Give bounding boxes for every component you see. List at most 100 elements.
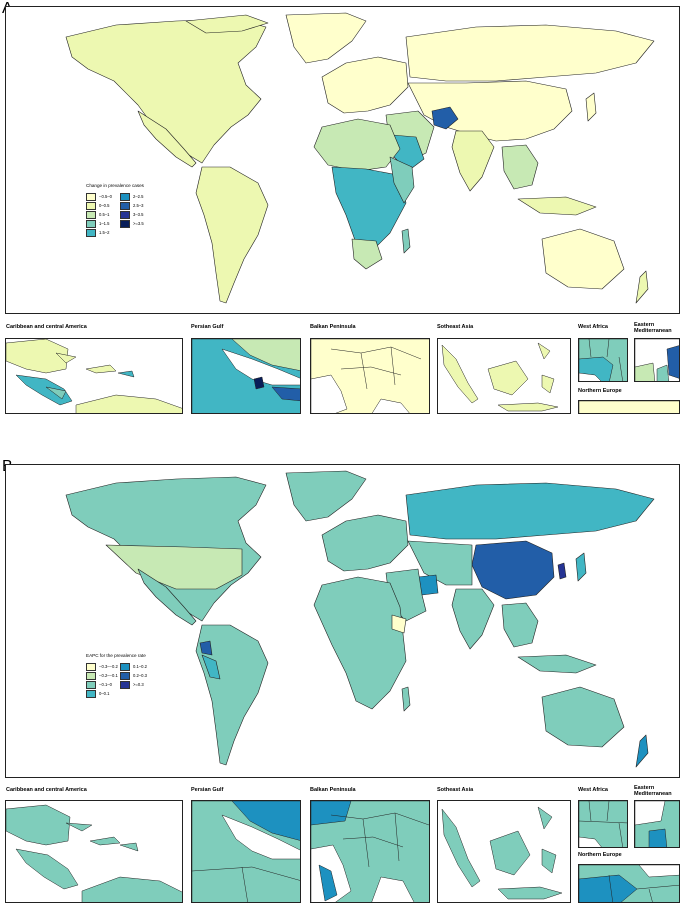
legend-item: 2–2.5 <box>120 192 144 201</box>
legend-label: 3–3.5 <box>133 212 144 217</box>
legend-label: −0.2–−0.1 <box>99 673 118 678</box>
legend-swatch <box>120 192 130 201</box>
inset-b-west-africa-title: West Africa <box>578 787 608 793</box>
south-america <box>195 166 269 304</box>
inset-a-southeast-asia <box>437 338 571 414</box>
inset-b-balkan <box>310 800 430 903</box>
legend-swatch <box>120 201 130 210</box>
inset-a-balkan-svg <box>311 339 429 413</box>
inset-a-caribbean-svg <box>6 339 182 413</box>
legend-item: 0.1–0.2 <box>120 662 147 671</box>
russia-b <box>405 482 655 540</box>
legend-swatch <box>86 210 96 219</box>
legend-label: >=0.3 <box>133 682 144 687</box>
inset-a-eastern-med-line2: Mediterranean <box>634 328 672 334</box>
new-zealand-b <box>635 734 649 768</box>
legend-label: 2–2.5 <box>133 194 144 199</box>
afghanistan <box>431 106 459 130</box>
inset-a-persian-gulf <box>191 338 301 414</box>
legend-label: 2.5–3 <box>133 203 144 208</box>
panel-a-world-map: Change in prevalence cases −0.5–0 0–0.5 0.… <box>5 6 680 314</box>
korea-b <box>557 562 567 580</box>
new-zealand <box>635 270 649 304</box>
madagascar <box>401 228 411 254</box>
inset-a-west-africa-svg <box>579 339 627 381</box>
ethiopia-b <box>391 614 407 634</box>
australia <box>541 228 625 290</box>
usa-b <box>105 544 243 590</box>
australia-b <box>541 686 625 748</box>
legend-item: 0.5–1 <box>86 210 110 219</box>
inset-b-balkan-svg <box>311 801 429 902</box>
inset-b-southeast-asia <box>437 800 571 903</box>
legend-item: −0.5–0 <box>86 192 112 201</box>
indonesia-b <box>517 654 597 674</box>
inset-a-persian-gulf-svg <box>192 339 300 413</box>
inset-a-caribbean-title: Caribbean and central America <box>6 324 87 330</box>
inset-a-northern-europe-svg <box>579 401 679 413</box>
africa-south <box>351 238 383 270</box>
southeast-asia <box>501 144 539 190</box>
inset-b-persian-gulf-svg <box>192 801 300 902</box>
legend-label: 0.2–0.3 <box>133 673 147 678</box>
inset-b-west-africa-svg <box>579 801 627 847</box>
world-map-b-svg <box>65 470 655 768</box>
legend-swatch <box>86 689 96 698</box>
southeast-asia-b <box>501 602 539 648</box>
china-b <box>471 540 555 600</box>
legend-label: −0.1–0 <box>99 682 112 687</box>
inset-a-southeast-asia-title: Sotheast Asia <box>437 324 474 330</box>
africa-b <box>313 576 407 710</box>
legend-item: 1.5–2 <box>86 228 109 237</box>
canada-islands <box>185 14 269 34</box>
legend-swatch <box>120 680 130 689</box>
inset-a-west-africa-title: West Africa <box>578 324 608 330</box>
indonesia <box>517 196 597 216</box>
legend-label: −0.3–−0.2 <box>99 664 118 669</box>
legend-label: 0–0.5 <box>99 203 110 208</box>
africa-north <box>313 118 401 172</box>
inset-a-northern-europe-title: Northern Europe <box>578 388 622 394</box>
inset-a-eastern-med <box>634 338 680 382</box>
legend-label: 0.5–1 <box>99 212 110 217</box>
legend-b: EAPC for the prevalence rate −0.3–−0.2 −0… <box>86 653 186 703</box>
inset-a-northern-europe <box>578 400 680 414</box>
inset-a-west-africa <box>578 338 628 382</box>
inset-a-balkan-title: Balkan Peninsula <box>310 324 356 330</box>
legend-label: 1–1.5 <box>99 221 110 226</box>
inset-b-caribbean-svg <box>6 804 182 902</box>
legend-swatch <box>86 219 96 228</box>
inset-b-persian-gulf-title: Persian Gulf <box>191 787 224 793</box>
legend-item: >=3.5 <box>120 219 144 228</box>
legend-swatch <box>120 219 130 228</box>
madagascar-b <box>401 686 411 712</box>
africa-central <box>331 166 407 252</box>
legend-swatch <box>120 671 130 680</box>
inset-b-balkan-title: Balkan Peninsula <box>310 787 356 793</box>
inset-b-west-africa <box>578 800 628 848</box>
world-map-a-svg <box>65 12 655 304</box>
legend-item: −0.1–0 <box>86 680 112 689</box>
mexico <box>137 110 197 168</box>
panel-b-world-map: EAPC for the prevalence rate −0.3–−0.2 −0… <box>5 464 680 778</box>
legend-item: 0–0.5 <box>86 201 110 210</box>
peru-b <box>201 654 221 680</box>
legend-swatch <box>120 662 130 671</box>
legend-swatch <box>86 680 96 689</box>
legend-swatch <box>86 662 96 671</box>
legend-label: 0–0.1 <box>99 691 110 696</box>
ecuador-b <box>199 640 213 656</box>
inset-a-eastern-med-line1: Eastern <box>634 322 655 328</box>
legend-item: >=0.3 <box>120 680 144 689</box>
legend-a-title: Change in prevalence cases <box>86 183 144 188</box>
india-b <box>451 588 495 650</box>
inset-b-persian-gulf <box>191 800 301 903</box>
europe <box>321 56 409 114</box>
inset-b-eastern-med-line1: Eastern <box>634 785 655 791</box>
russia <box>405 24 655 82</box>
inset-a-eastern-med-svg <box>635 339 679 381</box>
inset-a-persian-gulf-title: Persian Gulf <box>191 324 224 330</box>
inset-a-caribbean <box>5 338 183 414</box>
asia-b <box>407 540 473 586</box>
legend-swatch <box>86 192 96 201</box>
